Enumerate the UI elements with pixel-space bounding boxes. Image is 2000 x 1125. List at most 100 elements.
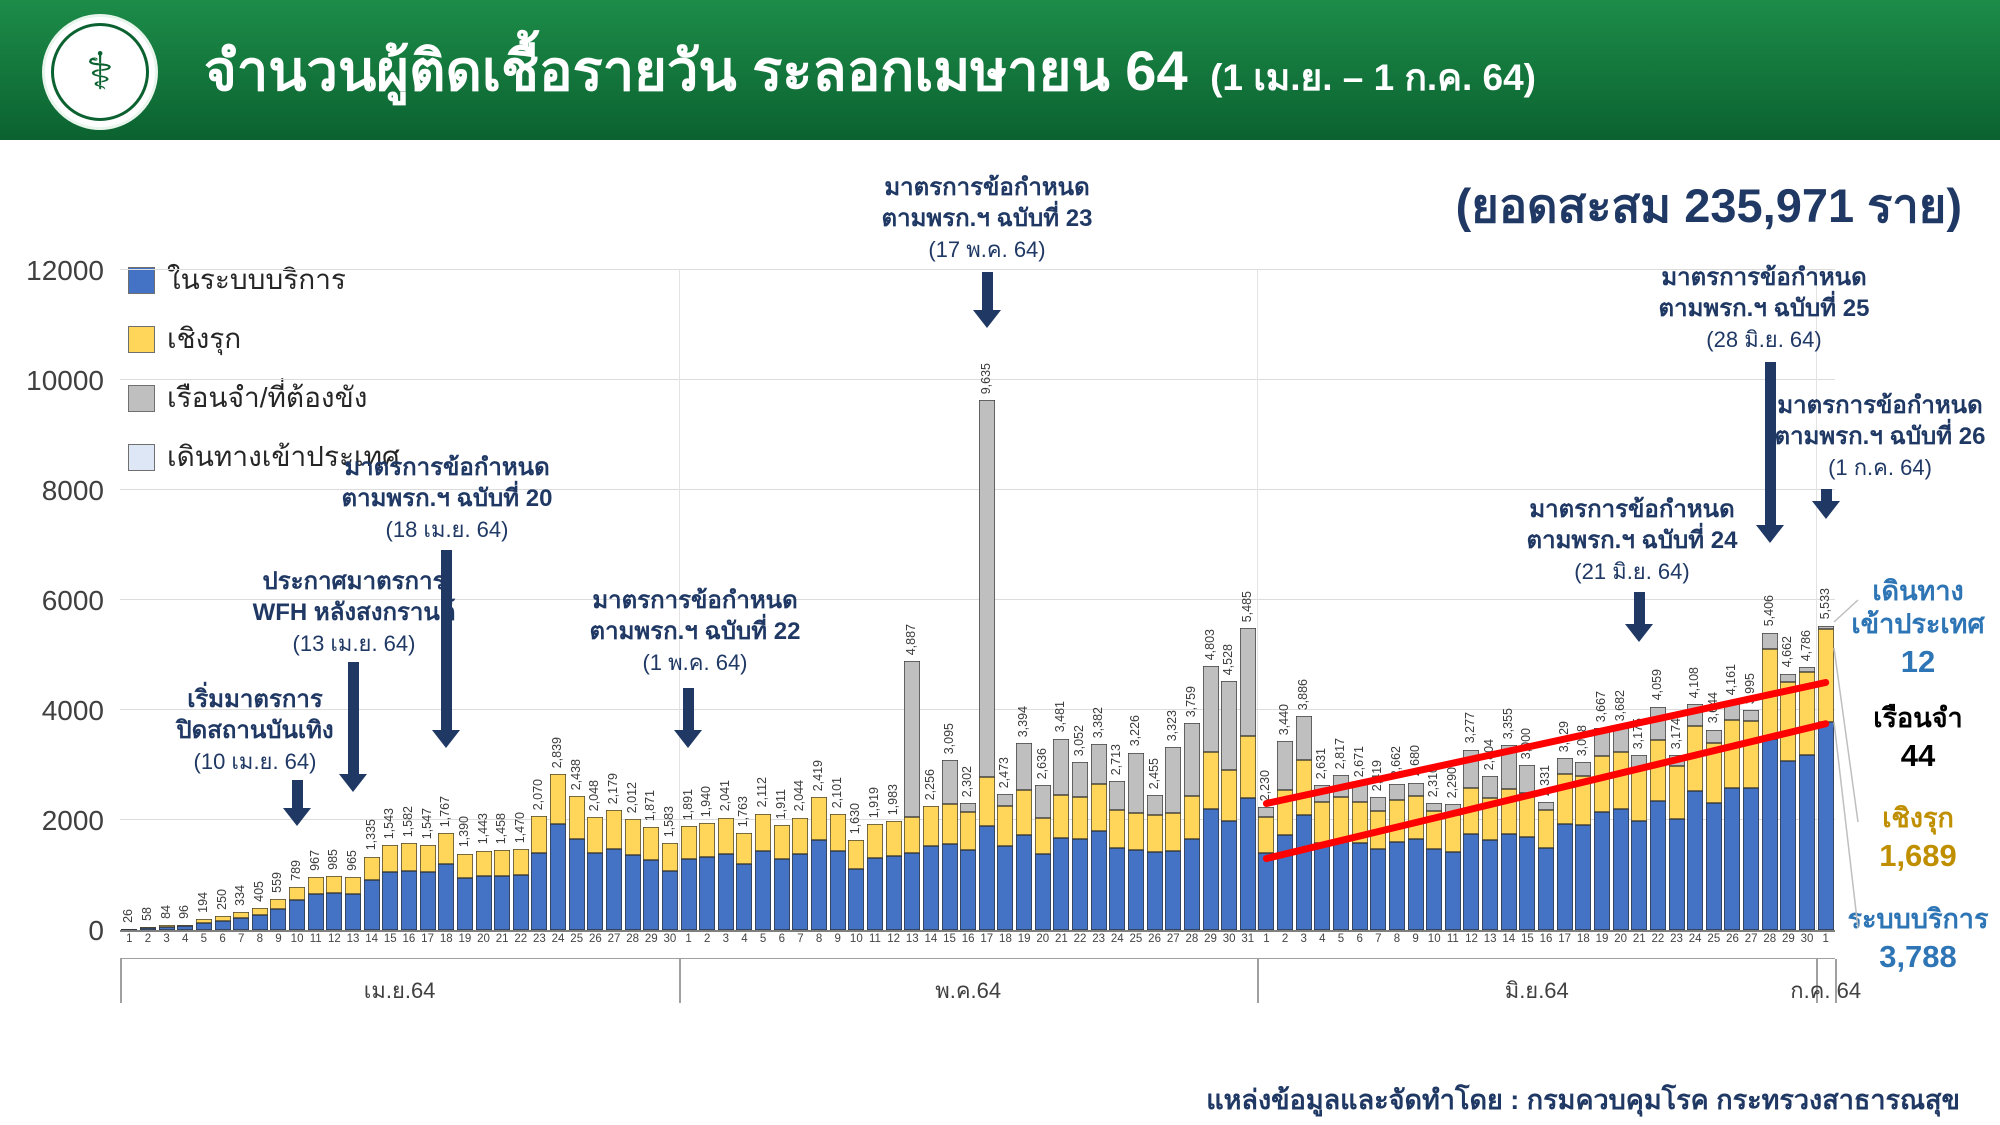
bar-total-label: 4,786 — [1799, 629, 1814, 661]
stacked-bar — [1388, 783, 1405, 930]
bar-segment-prison — [978, 400, 995, 778]
bar-segment-service — [904, 853, 921, 930]
bar-segment-prison — [1482, 775, 1499, 798]
y-tick-label: 8000 — [41, 475, 104, 506]
bar-segment-prison — [1146, 795, 1163, 816]
stacked-bar — [792, 817, 809, 930]
bar-total-label: 2,012 — [624, 782, 639, 814]
stacked-bar — [1687, 704, 1704, 930]
stacked-bar — [885, 820, 902, 930]
bar-total-label: 3,175 — [1631, 718, 1646, 750]
bar-segment-service — [363, 880, 380, 930]
bar-segment-prison — [1799, 666, 1816, 673]
stacked-bar — [177, 924, 194, 930]
bar-segment-service — [1239, 797, 1256, 930]
bar-segment-proactive — [1780, 681, 1797, 762]
bar-total-label: 1,470 — [512, 811, 527, 844]
bar-total-label: 2,041 — [717, 780, 732, 812]
stacked-bar — [1538, 801, 1555, 930]
stacked-bar — [1183, 723, 1200, 930]
stacked-bar — [1034, 785, 1051, 930]
bar-total-label: 3,323 — [1165, 709, 1180, 742]
bar-total-label: 4,662 — [1780, 636, 1795, 668]
stacked-bar — [512, 849, 529, 930]
day-tick-label: 7 — [797, 933, 804, 945]
day-tick-label: 7 — [1375, 933, 1382, 945]
day-tick-label: 26 — [588, 933, 602, 945]
callout-value: 44 — [1900, 738, 1936, 773]
stacked-bar — [736, 833, 753, 930]
bar-segment-proactive — [643, 827, 660, 861]
annotation-decree-26: มาตรการข้อกำหนด ตามพรก.ฯ ฉบับที่ 26 (1 ก… — [1775, 390, 1986, 483]
day-tick-label: 15 — [1521, 933, 1534, 945]
bar-segment-prison — [1761, 632, 1778, 650]
stacked-bar — [1314, 785, 1331, 930]
day-tick-label: 27 — [1744, 933, 1758, 945]
bar-segment-service — [531, 852, 548, 930]
stacked-bar — [866, 824, 883, 930]
bar-segment-prison — [1575, 761, 1592, 776]
day-tick-label: 10 — [290, 933, 304, 945]
bar-segment-service — [1090, 830, 1107, 930]
stacked-bar — [419, 844, 436, 930]
bar-total-label: 5,406 — [1761, 595, 1776, 627]
stacked-bar — [643, 827, 660, 930]
day-tick-label: 4 — [182, 933, 189, 945]
bar-total-label: 3,000 — [1519, 727, 1534, 759]
stacked-bar — [251, 907, 268, 930]
day-tick-label: 15 — [383, 933, 397, 945]
bar-segment-service — [1463, 833, 1480, 930]
bar-total-label: 3,129 — [1556, 720, 1571, 752]
bar-total-label: 2,112 — [755, 777, 770, 808]
bar-total-label: 1,582 — [400, 805, 415, 837]
stacked-bar — [1258, 807, 1275, 930]
bar-segment-proactive — [1519, 792, 1536, 837]
bar-segment-proactive — [1444, 815, 1461, 852]
bar-total-label: 3,382 — [1090, 706, 1105, 738]
bar-segment-prison — [1780, 673, 1797, 682]
stacked-bar — [1668, 755, 1685, 930]
month-label: ก.ค. 64 — [1790, 978, 1862, 1003]
bar-segment-service — [1780, 761, 1797, 930]
bar-total-label: 3,277 — [1463, 712, 1478, 744]
annotation-line: มาตรการข้อกำหนด — [1777, 392, 1983, 419]
bar-total-label: 2,044 — [792, 780, 807, 812]
bar-segment-service — [158, 926, 175, 930]
stacked-bar — [1705, 729, 1722, 930]
bar-segment-proactive — [1817, 628, 1834, 722]
bar-segment-proactive — [475, 850, 492, 877]
bar-segment-prison — [1612, 727, 1629, 753]
bar-segment-proactive — [717, 817, 734, 854]
bar-total-label: 2,662 — [1388, 746, 1403, 778]
bar-total-label: 4,528 — [1221, 643, 1236, 675]
stacked-bar — [699, 823, 716, 930]
bar-segment-service — [717, 853, 734, 930]
stacked-bar — [755, 813, 772, 930]
bar-segment-service — [139, 927, 156, 930]
stacked-bar — [829, 814, 846, 930]
bar-total-label: 2,331 — [1538, 764, 1553, 796]
annotation-line: WFH หลังสงกรานต์ — [252, 599, 456, 626]
bar-total-label: 967 — [307, 849, 322, 871]
callout-label: เชิงรุก — [1882, 803, 1954, 833]
callout-label: เรือนจำ — [1873, 703, 1963, 733]
stacked-bar — [214, 916, 231, 930]
day-tick-label: 16 — [961, 933, 975, 945]
bar-segment-proactive — [1463, 788, 1480, 834]
day-tick-label: 17 — [1558, 933, 1572, 945]
bar-total-label: 1,983 — [885, 783, 900, 815]
bar-total-label: 1,940 — [699, 786, 714, 818]
bar-segment-service — [866, 858, 883, 930]
stacked-bar — [1221, 680, 1238, 930]
bar-segment-prison — [1127, 752, 1144, 814]
bar-segment-proactive — [1072, 796, 1089, 840]
bar-segment-service — [885, 855, 902, 930]
stacked-bar — [1780, 673, 1797, 930]
stacked-bar — [1500, 745, 1517, 930]
bar-segment-service — [1053, 838, 1070, 930]
bar-total-label: 2,636 — [1034, 747, 1049, 780]
gridline — [120, 819, 1835, 820]
bar-segment-proactive — [177, 924, 194, 927]
stacked-bar — [1799, 666, 1816, 930]
bar-segment-proactive — [1612, 752, 1629, 810]
